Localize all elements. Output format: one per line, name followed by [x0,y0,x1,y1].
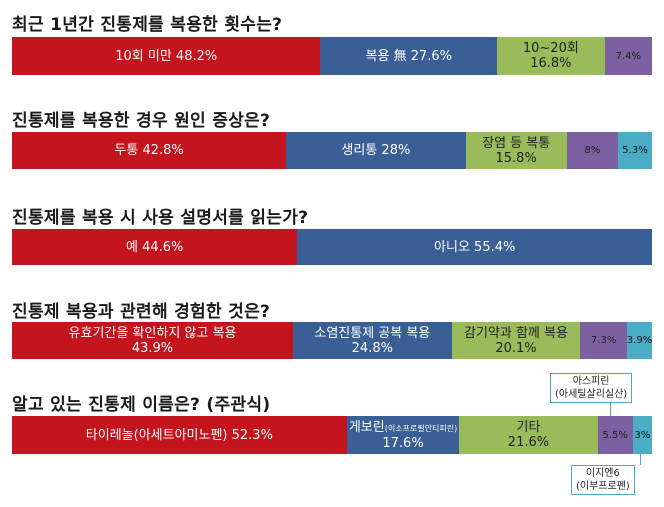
segment-4-1: 유효기간을 확인하지 않고 복용 43.9% [12,322,293,359]
segment-5-4: 5.5% [597,416,633,454]
segment-2-1: 두통 42.8% [12,132,287,169]
easyn6-callout: 이지엔6 (이부프로펜) [571,465,635,495]
segment-4-2: 소염진통제 공복 복용 24.8% [292,322,452,359]
segment-5-1: 타이레놀(아세트아미노펜) 52.3% [12,416,347,454]
segment-3-1: 예 44.6% [12,229,298,265]
question-2-title: 진통제를 복용한 경우 원인 증상은? [12,111,271,131]
question-4-bar: 유효기간을 확인하지 않고 복용 43.9% 소염진통제 공복 복용 24.8% 감기약… [12,322,652,359]
segment-1-1: 10회 미만 48.2% [12,37,321,75]
question-2-bar: 두통 42.8% 생리통 28% 장염 등 복통 15.8% 8% 5.3% [12,132,652,169]
aspirin-leader-line [610,403,611,416]
segment-1-4: 7.4% [604,37,652,75]
segment-2-2: 생리통 28% [286,132,466,169]
question-1-title: 최근 1년간 진통제를 복용한 횟수는? [12,15,283,35]
easyn6-leader-line [640,454,641,465]
easyn6-callout-ingredient: (이부프로펜) [576,481,630,492]
easyn6-callout-name: 이지엔6 [585,468,620,479]
segment-4-4: 7.3% [580,322,628,359]
segment-3-2: 아니오 55.4% [297,229,652,265]
segment-1-3: 10~20회 16.8% [497,37,605,75]
aspirin-callout: 아스피린 (아세틸살리실산) [550,373,633,403]
aspirin-callout-name: 아스피린 [572,376,610,387]
segment-5-3: 기타 21.6% [459,416,598,454]
segment-4-5: 3.9% [627,322,652,359]
segment-5-5: 3% [632,416,652,454]
question-1-bar: 10회 미만 48.2% 복용 無 27.6% 10~20회 16.8% 7.4% [12,37,652,75]
segment-4-3: 감기약과 함께 복용 20.1% [451,322,581,359]
segment-2-3: 장염 등 복통 15.8% [465,132,567,169]
question-5-bar: 타이레놀(아세트아미노펜) 52.3% 게보린(이소프로필안티피린) 17.6% 기타… [12,416,652,454]
segment-2-4: 8% [566,132,619,169]
question-3-bar: 예 44.6% 아니오 55.4% [12,229,652,265]
question-5-title: 알고 있는 진통제 이름은? (주관식) [12,395,271,415]
question-4-title: 진통제 복용과 관련해 경험한 것은? [12,302,271,322]
aspirin-callout-ingredient: (아세틸살리실산) [555,389,628,400]
question-3-title: 진통제를 복용 시 사용 설명서를 읽는가? [12,208,309,228]
segment-2-5: 5.3% [618,132,652,169]
segment-1-2: 복용 無 27.6% [320,37,498,75]
segment-5-2: 게보린(이소프로필안티피린) 17.6% [346,416,460,454]
